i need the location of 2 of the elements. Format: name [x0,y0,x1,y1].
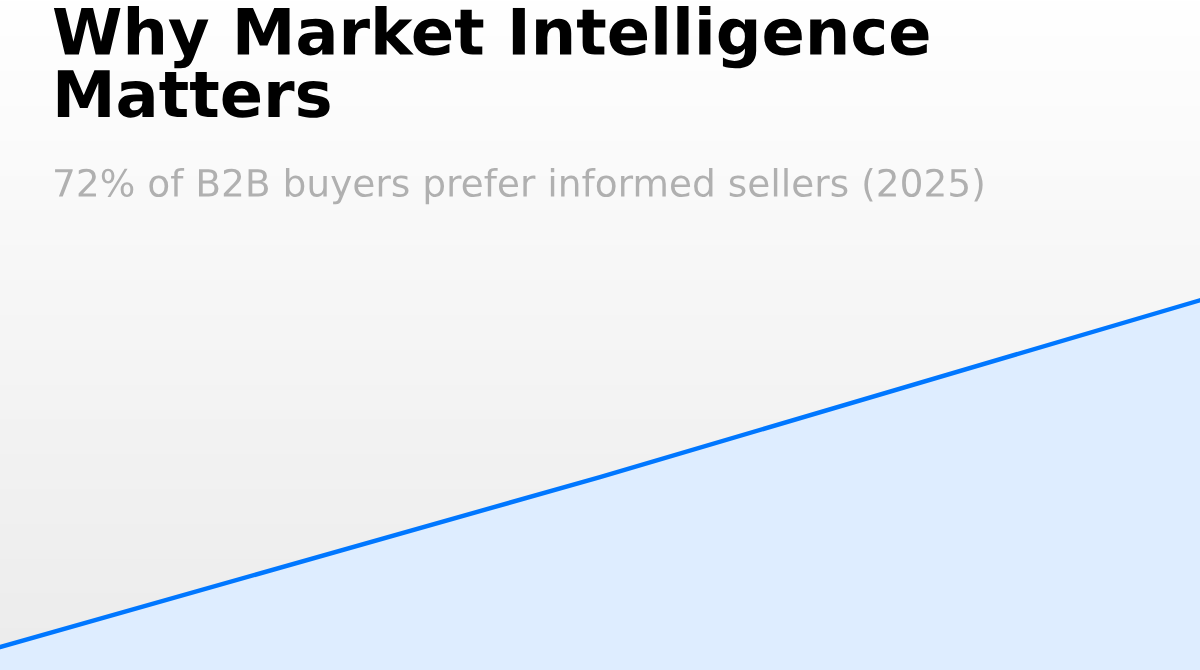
chart-subtitle: 72% of B2B buyers prefer informed sellers (2025) [55,168,983,205]
chart-title: Why Market Intelligence Matters [53,6,929,118]
